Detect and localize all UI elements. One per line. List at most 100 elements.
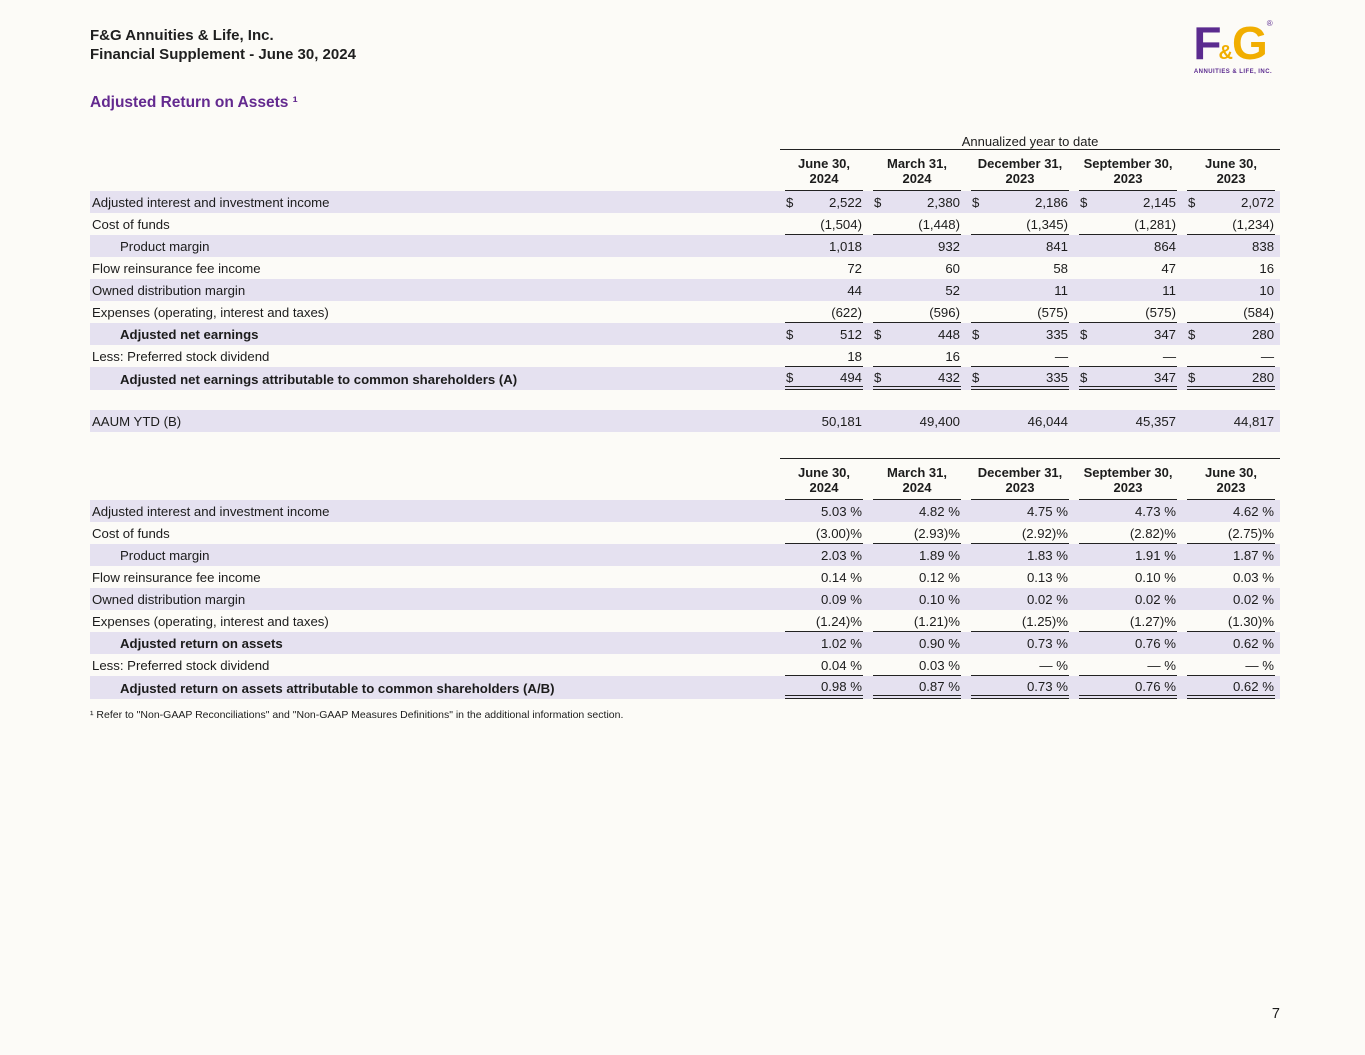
cell-inner: (2.92)% [971, 523, 1069, 544]
cell-number: — [1054, 348, 1068, 364]
row-label: Adjusted net earnings [90, 322, 780, 345]
cell-value: $2,072 [1182, 190, 1281, 213]
cell-number: 1.83 % [1026, 547, 1068, 563]
cell-inner: 11 [971, 280, 1069, 301]
spacer-cell [90, 390, 1280, 410]
cell-number: 10 [1259, 282, 1275, 298]
cell-value: 16 [868, 345, 966, 367]
cell-inner: 50,181 [785, 411, 863, 432]
logo-letter-f: F [1193, 17, 1221, 69]
cell-inner: (1,234) [1187, 214, 1276, 235]
cell-value: (1,345) [966, 213, 1074, 235]
company-name: F&G Annuities & Life, Inc. [90, 27, 274, 44]
table-row: Less: Preferred stock dividend 0.04 % 0.03… [90, 654, 1280, 676]
cell-number: (622) [831, 304, 862, 320]
cell-inner: 4.62 % [1187, 501, 1275, 522]
cell-number: 1.02 % [820, 635, 862, 651]
cell-value: 0.14 % [780, 566, 868, 588]
cell-number: 494 [839, 369, 862, 385]
cell-inner: 864 [1079, 236, 1177, 257]
cell-value: (1.30)% [1182, 610, 1280, 632]
cell-number: 0.09 % [820, 591, 862, 607]
cell-inner: (3.00)% [785, 523, 863, 544]
column-header-cell: June 30, 2024 [780, 457, 868, 500]
registered-trademark-icon: ® [1266, 19, 1273, 28]
cell-value: $347 [1074, 366, 1182, 390]
cell-inner: 0.73 % [971, 676, 1069, 699]
row-label: Flow reinsurance fee income [92, 260, 261, 276]
row-label: Less: Preferred stock dividend [92, 348, 270, 364]
cell-value: 1.91 % [1074, 543, 1182, 566]
cell-inner: (2.82)% [1079, 523, 1177, 544]
cell-inner: — % [1079, 655, 1177, 676]
cell-value: 1,018 [780, 234, 868, 257]
row-label: Adjusted return on assets [90, 631, 780, 654]
table-row: Expenses (operating, interest and taxes)… [90, 301, 1280, 323]
cell-value: (2.82)% [1074, 522, 1182, 544]
row-label: Expenses (operating, interest and taxes) [92, 304, 329, 320]
cell-inner: 838 [1187, 236, 1275, 257]
table-row: Owned distribution margin 0.09 % 0.10 % 0.0… [90, 587, 1280, 610]
cell-number: 0.03 % [918, 657, 960, 673]
cell-value: (575) [966, 301, 1074, 323]
cell-number: 49,400 [919, 413, 960, 429]
table-row: Adjusted interest and investment income 5… [90, 499, 1280, 522]
cell-number: 2,145 [1142, 194, 1176, 210]
cell-value: (2.93)% [868, 522, 966, 544]
cell-number: (1,448) [918, 216, 960, 232]
cell-inner: (1.30)% [1187, 611, 1275, 632]
cell-value: 0.13 % [966, 566, 1074, 588]
cell-number: 0.62 % [1232, 678, 1274, 694]
cell-inner: — % [971, 655, 1069, 676]
cell-value: (1.27)% [1074, 610, 1182, 632]
cell-number: (1.27)% [1129, 613, 1176, 629]
cell-number: 60 [945, 260, 960, 276]
cell-number: — % [1245, 657, 1274, 673]
cell-value: 50,181 [780, 409, 868, 432]
currency-symbol: $ [786, 326, 794, 342]
adjusted-return-ratios-table: June 30, 2024 March 31, 2024 December 31, … [90, 457, 1280, 699]
cell-inner: 0.87 % [873, 676, 961, 699]
cell-inner: $2,145 [1079, 192, 1177, 213]
cell-number: (596) [929, 304, 960, 320]
cell-inner: 0.62 % [1187, 676, 1275, 699]
cell-value: 0.73 % [966, 631, 1074, 654]
cell-inner: 52 [873, 280, 961, 301]
cell-inner: (2.75)% [1187, 523, 1275, 544]
cell-number: 18 [847, 348, 862, 364]
cell-number: 52 [945, 282, 960, 298]
cell-inner: 0.76 % [1079, 676, 1177, 699]
cell-number: 280 [1252, 369, 1275, 385]
cell-inner: (1.25)% [971, 611, 1069, 632]
cell-value: 0.76 % [1074, 675, 1182, 699]
cell-value: 4.73 % [1074, 499, 1182, 522]
cell-inner: 47 [1079, 258, 1177, 279]
currency-symbol: $ [1188, 369, 1196, 385]
column-header-cell: September 30, 2023 [1074, 457, 1182, 500]
cell-inner: 4.82 % [873, 501, 961, 522]
cell-value: 0.02 % [966, 587, 1074, 610]
cell-value: 4.62 % [1182, 499, 1280, 522]
cell-number: 0.13 % [1026, 569, 1068, 585]
cell-inner: 932 [873, 236, 961, 257]
logo-subtext: ANNUITIES & LIFE, INC. [1193, 69, 1273, 75]
column-header-cell: March 31, 2024 [868, 457, 966, 500]
cell-value: 1.87 % [1182, 543, 1280, 566]
cell-number: (2.92)% [1021, 525, 1068, 541]
cell-inner: $512 [785, 324, 863, 345]
cell-number: (3.00)% [815, 525, 862, 541]
group-header: Annualized year to date [780, 127, 1281, 150]
cell-inner: 0.02 % [971, 589, 1069, 610]
cell-number: 448 [937, 326, 960, 342]
footnote: ¹ Refer to "Non-GAAP Reconciliations" an… [90, 708, 624, 721]
cell-inner: $2,380 [873, 192, 961, 213]
cell-inner: 0.98 % [785, 676, 863, 699]
cell-number: 16 [1259, 260, 1275, 276]
cell-number: — [1162, 348, 1176, 364]
row-label: Adjusted return on assets attributable t… [90, 675, 780, 699]
cell-value: 4.75 % [966, 499, 1074, 522]
cell-value: $335 [966, 366, 1074, 390]
logo-letter-g: G [1231, 17, 1268, 69]
row-label: Owned distribution margin [90, 278, 780, 301]
